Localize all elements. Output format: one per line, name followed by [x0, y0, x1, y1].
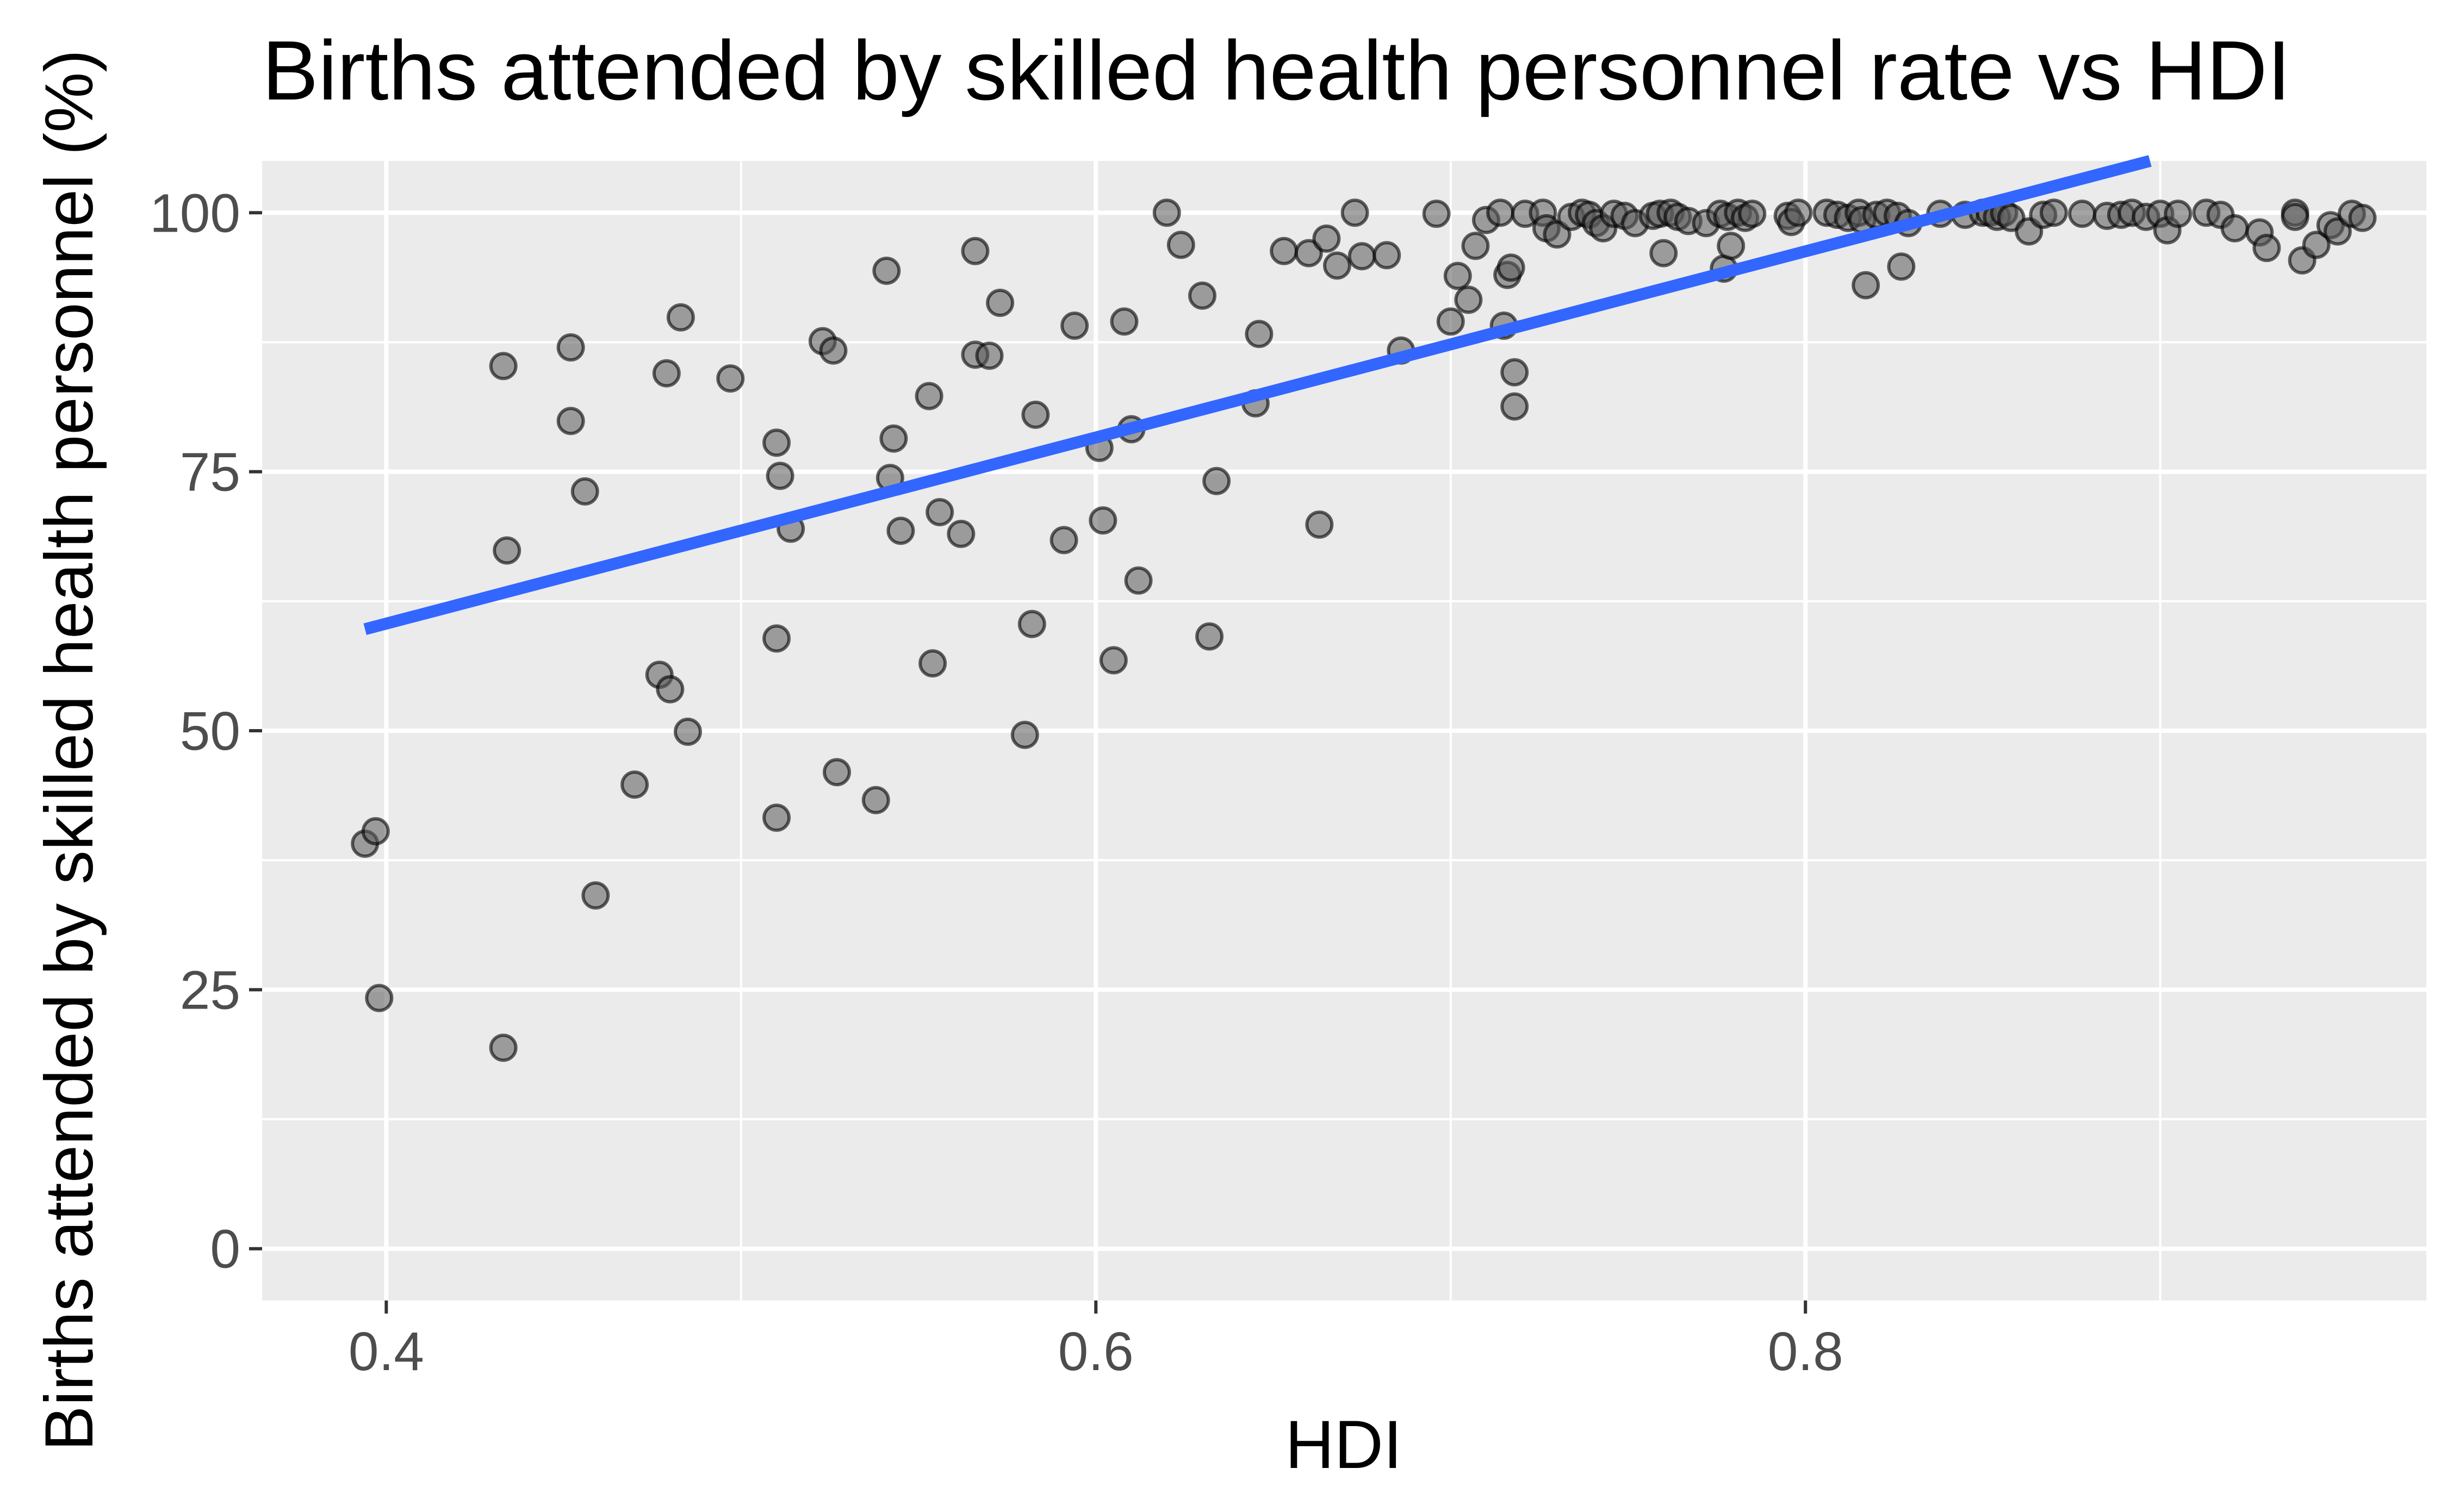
data-point: [762, 624, 791, 653]
data-point: [1436, 307, 1465, 336]
data-point: [861, 786, 890, 814]
data-point: [1649, 239, 1678, 267]
data-point: [947, 519, 976, 548]
data-point: [489, 1034, 518, 1062]
y-tick-label: 50: [180, 701, 240, 762]
data-point: [666, 303, 695, 332]
data-point: [673, 717, 702, 746]
data-point: [1152, 198, 1181, 227]
data-point: [1887, 252, 1916, 281]
data-point: [1322, 251, 1351, 280]
data-point: [2164, 200, 2193, 228]
data-point: [570, 477, 599, 506]
data-point: [1195, 622, 1224, 651]
data-point: [1372, 241, 1401, 270]
y-tick-label: 75: [180, 442, 240, 503]
data-point: [361, 817, 390, 845]
major-gridlines: [262, 161, 2426, 1301]
data-point: [489, 352, 518, 381]
data-point: [1347, 242, 1376, 271]
data-point: [1312, 224, 1341, 253]
data-point: [1245, 320, 1274, 349]
data-point: [762, 804, 791, 832]
data-point: [822, 758, 851, 787]
y-axis-title: Births attended by skilled health person…: [32, 49, 107, 1451]
data-point: [1500, 358, 1529, 387]
data-point: [926, 497, 954, 526]
data-point: [918, 649, 947, 678]
data-point: [2220, 214, 2249, 242]
data-point: [1166, 231, 1195, 259]
data-point: [2039, 198, 2068, 227]
data-point: [1454, 285, 1483, 314]
data-point: [2281, 202, 2309, 231]
data-point: [1124, 566, 1153, 595]
data-point: [2302, 231, 2331, 259]
data-point: [886, 517, 915, 545]
data-point: [1010, 720, 1039, 749]
data-point: [1110, 307, 1139, 336]
x-axis-title: HDI: [1285, 1407, 1402, 1483]
data-point: [1089, 506, 1117, 535]
y-axis: 0 25 50 75 100: [150, 183, 262, 1280]
data-point: [620, 770, 649, 799]
data-point: [1496, 253, 1525, 282]
data-point: [872, 256, 901, 285]
data-point: [1188, 281, 1217, 310]
data-point: [1340, 198, 1369, 227]
y-tick-label: 25: [180, 960, 240, 1021]
data-point: [1422, 200, 1451, 228]
data-point: [1202, 466, 1231, 495]
data-point: [1500, 392, 1529, 421]
data-point: [365, 984, 394, 1012]
data-point: [1305, 510, 1334, 539]
data-point: [581, 881, 610, 910]
x-tick-label: 0.6: [1058, 1321, 1134, 1382]
data-point: [975, 341, 1004, 370]
data-point: [1784, 198, 1813, 227]
data-point: [1294, 239, 1323, 267]
data-point: [915, 382, 943, 410]
data-points: [351, 198, 2377, 1062]
data-point: [556, 333, 585, 362]
x-tick-label: 0.4: [349, 1321, 424, 1382]
y-tick-label: 0: [210, 1219, 240, 1280]
chart-title: Births attended by skilled health person…: [262, 23, 2291, 117]
data-point: [1486, 198, 1515, 227]
data-point: [556, 407, 585, 435]
data-point: [2348, 203, 2377, 232]
data-point: [493, 536, 521, 565]
data-point: [1021, 400, 1050, 429]
data-point: [1099, 646, 1128, 675]
data-point: [2252, 234, 2281, 263]
data-point: [819, 336, 848, 365]
data-point: [652, 359, 681, 388]
data-point: [656, 675, 685, 704]
data-point: [879, 424, 908, 453]
y-tick-label: 100: [150, 183, 240, 244]
x-tick-label: 0.8: [1768, 1321, 1843, 1382]
data-point: [1738, 200, 1767, 228]
data-point: [766, 462, 794, 490]
data-point: [986, 289, 1015, 318]
data-point: [1049, 526, 1078, 555]
data-point: [762, 428, 791, 457]
x-axis: 0.4 0.6 0.8: [349, 1301, 1843, 1382]
data-point: [1060, 311, 1089, 340]
trend-line: [363, 155, 2152, 635]
data-point: [1717, 232, 1746, 260]
data-point: [716, 364, 745, 393]
data-point: [961, 237, 990, 265]
data-point: [1852, 271, 1880, 300]
data-point: [1443, 262, 1472, 290]
data-point: [2068, 200, 2097, 228]
data-point: [1461, 232, 1490, 260]
data-point: [1017, 609, 1046, 638]
data-point: [1270, 237, 1299, 265]
